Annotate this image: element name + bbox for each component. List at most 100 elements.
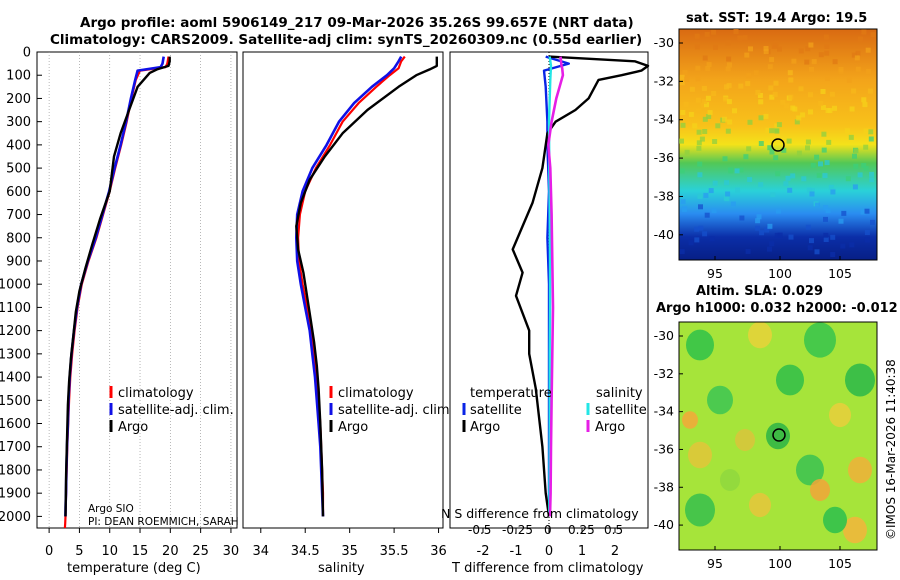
sst-pixel (838, 218, 844, 224)
sst-pixel (738, 83, 744, 89)
sst-pixel (704, 102, 709, 108)
difference-lines (511, 55, 650, 517)
sst-pixel (704, 212, 710, 218)
sst-pixel (798, 86, 804, 92)
sst-pixel (697, 161, 703, 167)
sst-pixel (694, 237, 700, 243)
t-diff-argo-line (511, 55, 650, 517)
sst-pixel (808, 92, 813, 98)
sst-pixel (746, 146, 752, 152)
sst-pixel (680, 199, 686, 205)
sst-pixel (788, 234, 794, 240)
sla-eddy (823, 506, 847, 534)
sst-pixel (715, 123, 721, 129)
sst-pixel (830, 234, 836, 240)
sst-pixel (841, 210, 847, 216)
sla-eddy (749, 492, 771, 518)
s-diff-tick: 0.25 (568, 523, 595, 537)
sst-pixel (861, 29, 867, 35)
sst-pixel (698, 204, 703, 210)
sst-pixel (864, 237, 870, 243)
sst-pixel (705, 66, 711, 71)
sst-pixel (786, 138, 792, 144)
sst-pixel (767, 246, 772, 252)
credit-pi: PI: DEAN ROEMMICH, SARAH (88, 516, 239, 528)
x-tick-label: 0 (45, 544, 53, 559)
sla-eddy (685, 493, 715, 527)
sst-pixel (830, 189, 836, 195)
sla-eddy (843, 516, 867, 544)
s-diff-tick: 0 (544, 523, 552, 537)
sst-pixel (711, 91, 717, 96)
sst-pixel (780, 99, 786, 105)
x-tick-label: 30 (223, 544, 240, 559)
sst-pixel (824, 50, 830, 56)
temperature-xticks: 0 5 10 15 20 25 30 (45, 528, 239, 559)
sst-pixel (776, 122, 782, 128)
sst-pixel (854, 55, 860, 61)
y-tick-label: 1700 (0, 440, 31, 455)
sst-pixel (694, 33, 700, 39)
map-y-tick-label: -38 (654, 188, 674, 203)
sst-pixel (694, 44, 700, 50)
sst-pixel (805, 145, 810, 151)
sst-pixel (727, 62, 732, 68)
sla-eddy (682, 411, 698, 429)
sst-pixel (769, 241, 775, 247)
x-tick-label: 2 (611, 544, 619, 559)
sst-pixel (755, 225, 761, 231)
sst-pixel (696, 129, 702, 135)
sst-pixel (774, 123, 780, 129)
sst-float-marker (771, 138, 785, 152)
y-tick-label: 1900 (0, 487, 31, 502)
sst-pixel (768, 85, 774, 91)
sst-pixel (805, 139, 811, 145)
sst-pixel (723, 195, 729, 201)
sst-pixel (852, 184, 858, 190)
sla-eddy (686, 329, 714, 361)
sst-pixel (823, 216, 828, 222)
sst-pixel (769, 94, 775, 100)
sst-pixel (853, 148, 859, 154)
sst-pixel (695, 76, 701, 82)
map-y-tick-label: -34 (654, 404, 674, 419)
sst-pixel (822, 173, 828, 179)
argo-line (64, 56, 171, 517)
sst-pixel (867, 88, 873, 94)
legend-t-argo: Argo (470, 420, 500, 435)
sst-ticks: 95 100 105 -30 -32 -34 -36 -38 -40 (654, 35, 852, 281)
sst-pixel (828, 184, 834, 190)
s-diff-tick: -0.5 (468, 523, 491, 537)
sst-pixel (829, 91, 835, 97)
sst-pixel (757, 93, 763, 98)
map-y-tick-label: -34 (654, 112, 674, 127)
sst-pixel (823, 232, 829, 238)
sst-pixel (808, 109, 813, 115)
sst-pixel (701, 86, 707, 91)
sst-image (678, 28, 878, 261)
sst-pixel (725, 128, 731, 134)
sst-pixel (823, 205, 829, 210)
sst-pixel (784, 103, 789, 109)
sla-eddies (682, 322, 875, 544)
sst-pixel (703, 192, 709, 198)
sst-pixel (791, 58, 797, 64)
sst-pixel (805, 46, 811, 52)
sst-pixel (696, 108, 702, 114)
sst-pixel (868, 129, 874, 135)
sst-pixel (688, 112, 694, 117)
s-diff-satellite-line (547, 56, 553, 517)
sst-pixel (771, 43, 777, 49)
sst-pixel (737, 35, 743, 41)
sla-eddy (848, 456, 872, 484)
satellite-line (294, 55, 403, 517)
x-tick-label: 15 (132, 544, 149, 559)
y-tick-label: 2000 (0, 510, 31, 525)
x-tick-label: 5 (75, 544, 83, 559)
sst-pixel (755, 218, 761, 224)
map-y-tick-label: -36 (654, 441, 674, 456)
y-tick-label: 300 (6, 115, 31, 130)
legend-salinity-title: salinity (596, 386, 643, 401)
sst-pixel (865, 47, 871, 53)
